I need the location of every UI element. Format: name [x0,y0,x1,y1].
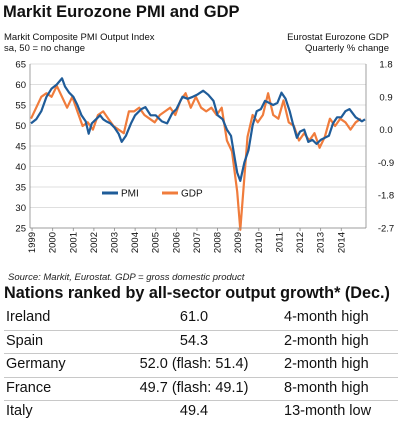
x-tick-label: 2014 [336,232,347,253]
x-tick-label: 2001 [68,232,79,253]
ranking-row: Ireland 61.0 4-month high [4,307,398,331]
ranking-rows: Ireland 61.0 4-month high Spain 54.3 2-month … [4,307,398,424]
y-left-tick-label: 60 [15,80,26,91]
gdp-series-line [30,84,362,231]
ranking-value: 52.0 (flash: 51.4) [139,356,249,372]
ranking-row: Italy 49.4 13-month low [4,401,398,424]
ranking-note: 2-month high [284,332,369,349]
x-tick-label: 2009 [233,232,244,253]
x-tick-label: 2013 [316,232,327,253]
x-tick-label: 2004 [130,232,141,253]
x-tick-label: 2008 [213,232,224,253]
left-axis-title-line-1: Markit Composite PMI Output Index [4,32,155,43]
y-left-tick-label: 30 [15,203,26,214]
x-tick-label: 2003 [110,232,121,253]
x-tick-label: 2011 [274,232,285,252]
source-note: Source: Markit, Eurostat. GDP = gross do… [8,272,245,283]
ranking-row: Spain 54.3 2-month high [4,331,398,354]
ranking-note: 8-month high [284,379,369,396]
x-tick-label: 2005 [151,232,162,253]
y-left-tick-label: 45 [15,142,26,153]
right-axis-title-line-1: Eurostat Eurozone GDP [287,32,389,43]
ranking-value: 54.3 [179,332,209,349]
ranking-country: Germany [6,356,66,372]
y-left-tick-label: 65 [15,60,26,71]
y-left-tick-label: 50 [15,121,26,132]
left-axis-title-line-2: sa, 50 = no change [4,43,85,54]
y-right-tick-label: -0.9 [378,158,394,169]
ranking-note: 13-month low [284,403,372,419]
y-right-tick-label: 0.0 [379,125,392,136]
x-tick-label: 2007 [192,232,203,253]
x-tick-label: 2002 [89,232,100,253]
y-right-tick-label: -2.7 [378,224,394,235]
y-left-tick-label: 55 [15,101,26,112]
ranking-note: 4-month high [284,309,369,325]
x-tick-label: 2010 [254,232,265,253]
ranking-table: Nations ranked by all-sector output grow… [4,284,398,424]
y-left-tick-label: 40 [15,162,26,173]
ranking-value: 49.7 (flash: 49.1) [139,379,249,396]
ranking-note: 2-month high [284,356,369,372]
ranking-country: France [6,379,52,396]
ranking-value: 61.0 [179,309,209,325]
pmi-legend-label: PMI [121,189,139,200]
x-tick-label: 2000 [48,232,59,253]
pmi-gdp-chart: Markit Eurozone PMI and GDP Markit Compo… [3,3,394,283]
y-left-tick-label: 25 [15,224,26,235]
ranking-title: Nations ranked by all-sector output grow… [4,284,390,302]
ranking-row: France 49.7 (flash: 49.1) 8-month high [4,378,398,401]
y-right-tick-label: 0.9 [379,92,392,103]
gdp-legend-label: GDP [181,189,203,200]
x-tick-label: 1999 [27,232,38,253]
ranking-row: Germany 52.0 (flash: 51.4) 2-month high [4,354,398,378]
y-left-tick-label: 35 [15,183,26,194]
y-right-tick-label: 1.8 [379,60,392,71]
ranking-country: Ireland [6,309,51,325]
pmi-series-line [30,77,366,182]
right-axis-title-line-2: Quarterly % change [305,43,389,54]
ranking-value: 49.4 [179,403,209,419]
ranking-country: Spain [6,332,44,349]
y-right-tick-label: -1.8 [378,191,394,202]
x-tick-label: 2006 [171,232,182,253]
ranking-country: Italy [6,403,33,419]
x-tick-label: 2012 [295,232,306,253]
chart-title: Markit Eurozone PMI and GDP [3,3,240,21]
